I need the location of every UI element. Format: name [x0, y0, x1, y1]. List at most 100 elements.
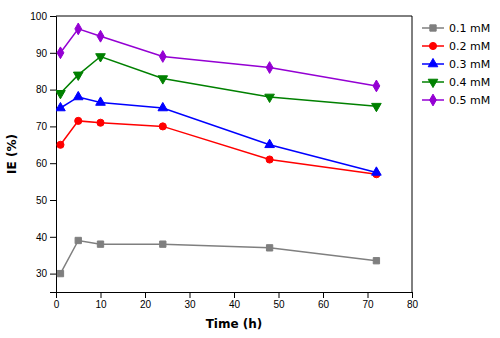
point [75, 23, 82, 35]
tick: 0 [54, 292, 60, 310]
legend-label: 0.1 mM [449, 22, 490, 35]
tick-label: 60 [318, 299, 330, 310]
tick-mark [190, 292, 191, 298]
series-line [60, 240, 376, 273]
tick-label: 30 [36, 268, 48, 279]
legend-marker [428, 58, 438, 66]
series-line [60, 97, 376, 172]
tick-mark [145, 292, 146, 298]
point [159, 51, 166, 63]
tick-mark [50, 90, 56, 91]
legend-label: 0.3 mM [449, 58, 490, 71]
point [56, 91, 65, 99]
plot-area: 0 10 20 30 40 50 60 70 80 30 40 50 60 70 80 90 100 [30, 11, 418, 310]
tick: 40 [36, 232, 56, 243]
point [73, 72, 83, 80]
tick: 70 [36, 121, 56, 132]
tick-label: 30 [184, 299, 196, 310]
legend-item: 0.3 mM [422, 58, 490, 71]
tick-mark [50, 200, 56, 201]
point [372, 103, 382, 111]
y-axis: 30 40 50 60 70 80 90 100 [30, 11, 56, 293]
tick: 10 [95, 292, 107, 310]
tick-mark [50, 126, 56, 127]
legend-marker [428, 79, 438, 87]
legend-marker [430, 25, 436, 31]
tick: 70 [362, 292, 374, 310]
x-axis-title: Time (h) [206, 317, 263, 331]
tick-label: 90 [36, 48, 48, 59]
point [75, 117, 82, 124]
tick: 40 [229, 292, 241, 310]
tick: 60 [318, 292, 330, 310]
legend-label: 0.4 mM [449, 76, 490, 89]
tick: 50 [273, 292, 285, 310]
point [96, 54, 106, 62]
tick-label: 40 [36, 232, 48, 243]
tick-mark [101, 292, 102, 298]
tick-mark [412, 292, 413, 298]
tick-label: 70 [362, 299, 374, 310]
series-line [60, 121, 376, 174]
point [97, 119, 104, 126]
tick-mark [323, 292, 324, 298]
series-line [60, 29, 376, 86]
point [266, 245, 272, 251]
point [97, 30, 104, 42]
chart: 0 10 20 30 40 50 60 70 80 30 40 50 60 70 80 90 100 Time (… [0, 0, 500, 338]
tick-mark [50, 163, 56, 164]
point [266, 62, 273, 74]
point [158, 102, 168, 110]
point [265, 139, 275, 147]
x-axis-line [57, 293, 413, 299]
tick: 80 [36, 84, 56, 95]
point [266, 156, 273, 163]
legend-item: 0.2 mM [422, 40, 490, 53]
tick-mark [279, 292, 280, 298]
legend-label: 0.2 mM [449, 40, 490, 53]
tick-label: 100 [30, 11, 47, 22]
tick: 80 [407, 292, 419, 310]
tick-mark [50, 53, 56, 54]
tick-label: 0 [54, 299, 60, 310]
tick: 20 [140, 292, 152, 310]
tick-label: 20 [140, 299, 152, 310]
point [265, 94, 275, 102]
series-line [60, 56, 376, 106]
tick: 60 [36, 158, 56, 169]
y-axis-title: IE (%) [5, 134, 19, 174]
tick-label: 50 [273, 299, 285, 310]
point [373, 258, 379, 264]
point [56, 102, 65, 110]
point [96, 97, 106, 105]
point [97, 241, 103, 247]
tick-label: 80 [36, 84, 48, 95]
legend-marker [429, 42, 436, 49]
tick: 100 [30, 11, 56, 22]
point [73, 91, 83, 99]
point [57, 270, 63, 276]
tick-label: 60 [36, 158, 48, 169]
legend: 0.1 mM 0.2 mM 0.3 mM 0.4 mM 0.5 mM [422, 22, 490, 107]
tick: 30 [184, 292, 196, 310]
point [75, 237, 81, 243]
tick-label: 50 [36, 195, 48, 206]
point [57, 47, 64, 59]
tick: 30 [36, 268, 56, 279]
point [372, 167, 382, 175]
tick-label: 40 [229, 299, 241, 310]
legend-item: 0.4 mM [422, 76, 490, 89]
y-axis-line [50, 17, 57, 293]
x-axis: 0 10 20 30 40 50 60 70 80 [54, 292, 419, 310]
legend-item: 0.1 mM [422, 22, 490, 35]
tick-label: 80 [407, 299, 419, 310]
tick: 50 [36, 195, 56, 206]
legend-label: 0.5 mM [449, 94, 490, 107]
tick-label: 10 [95, 299, 107, 310]
legend-marker [430, 94, 437, 106]
frame-top [56, 16, 412, 17]
tick-mark [234, 292, 235, 298]
tick: 90 [36, 48, 56, 59]
point [158, 76, 168, 84]
legend-item: 0.5 mM [422, 94, 490, 107]
